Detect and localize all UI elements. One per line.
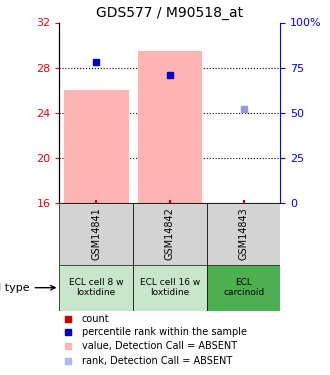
FancyBboxPatch shape (133, 203, 207, 264)
Bar (138, 51, 202, 203)
Text: GSM14841: GSM14841 (91, 207, 101, 260)
Bar (64, 90, 129, 203)
FancyBboxPatch shape (207, 264, 280, 311)
FancyBboxPatch shape (207, 203, 280, 264)
Text: GSM14842: GSM14842 (165, 207, 175, 260)
Text: value, Detection Call = ABSENT: value, Detection Call = ABSENT (82, 341, 237, 351)
Text: ECL
carcinoid: ECL carcinoid (223, 278, 264, 297)
FancyBboxPatch shape (133, 264, 207, 311)
Text: cell type: cell type (0, 283, 55, 292)
FancyBboxPatch shape (59, 264, 133, 311)
Title: GDS577 / M90518_at: GDS577 / M90518_at (96, 6, 244, 20)
Text: ECL cell 16 w
loxtidine: ECL cell 16 w loxtidine (140, 278, 200, 297)
Text: rank, Detection Call = ABSENT: rank, Detection Call = ABSENT (82, 356, 232, 366)
Text: ECL cell 8 w
loxtidine: ECL cell 8 w loxtidine (69, 278, 123, 297)
Text: percentile rank within the sample: percentile rank within the sample (82, 327, 247, 338)
Text: count: count (82, 314, 109, 324)
FancyBboxPatch shape (59, 203, 133, 264)
Text: GSM14843: GSM14843 (239, 207, 248, 260)
